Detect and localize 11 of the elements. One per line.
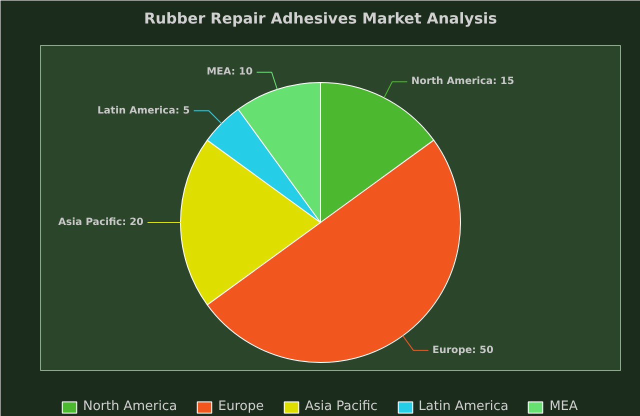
data-label: MEA: 10 bbox=[206, 66, 253, 78]
legend-label: Asia Pacific bbox=[304, 399, 378, 414]
chart-title: Rubber Repair Adhesives Market Analysis bbox=[144, 10, 498, 28]
data-label: Asia Pacific: 20 bbox=[58, 217, 144, 228]
data-label: Latin America: 5 bbox=[97, 105, 190, 116]
data-label: North America: 15 bbox=[411, 76, 514, 88]
data-label: Europe: 50 bbox=[432, 344, 494, 356]
legend-label: Latin America bbox=[418, 399, 508, 414]
legend-label: North America bbox=[83, 399, 178, 414]
legend-label: MEA bbox=[549, 399, 578, 414]
legend-label: Europe bbox=[218, 399, 264, 414]
